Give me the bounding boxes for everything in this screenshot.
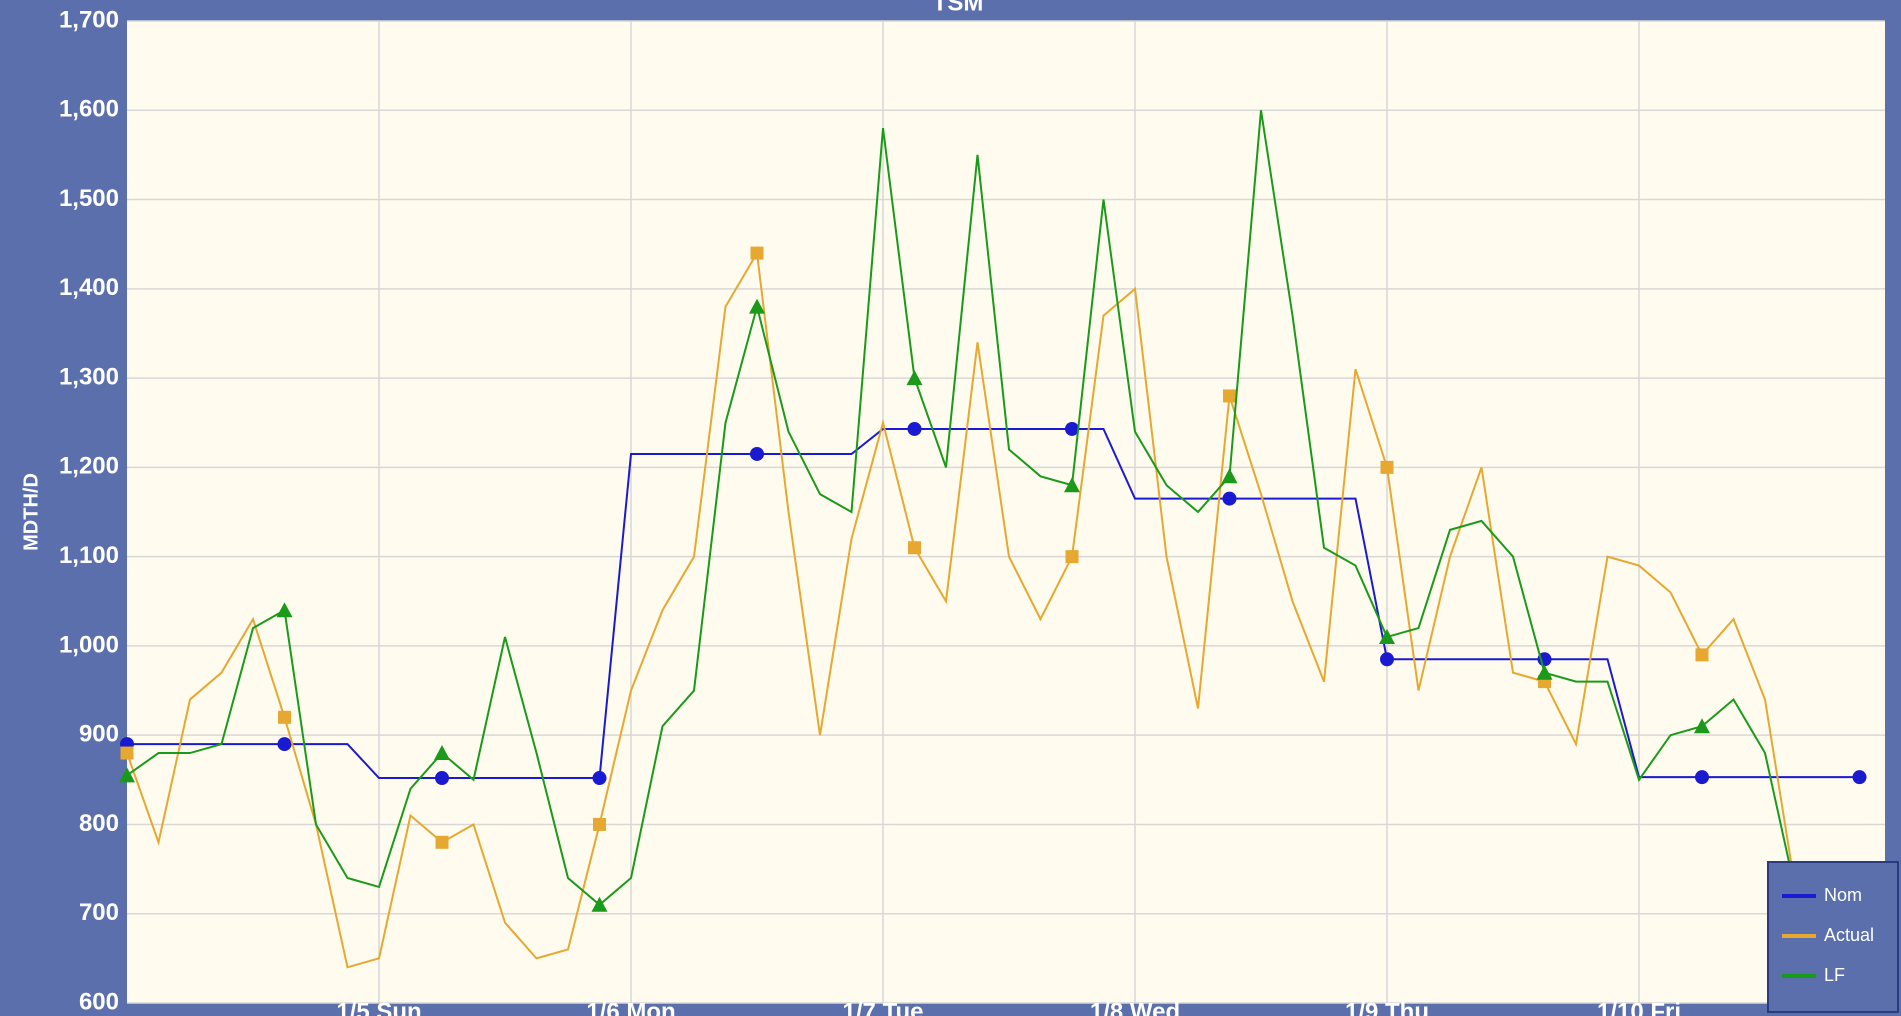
y-tick-label: 1,400: [59, 274, 119, 301]
marker: [1694, 718, 1710, 734]
plot-area: [127, 21, 1885, 1003]
legend-label: Actual: [1824, 925, 1874, 945]
y-tick-label: 1,300: [59, 363, 119, 390]
marker: [749, 298, 765, 314]
marker: [907, 421, 922, 436]
marker: [278, 710, 291, 724]
marker: [1380, 460, 1394, 474]
marker: [435, 835, 449, 849]
marker: [591, 896, 608, 912]
marker: [1695, 770, 1709, 785]
marker: [1695, 648, 1709, 662]
marker: [434, 745, 450, 761]
marker: [277, 737, 292, 752]
series-line: [126, 250, 1798, 969]
marker: [1379, 628, 1395, 644]
marker: [750, 446, 764, 461]
marker: [906, 370, 923, 386]
y-tick-label: 1,100: [59, 542, 119, 569]
marker: [908, 541, 921, 555]
marker: [1852, 770, 1867, 785]
marker: [1221, 468, 1238, 484]
marker: [750, 246, 764, 260]
marker: [1536, 664, 1553, 680]
chart-title: TSM: [933, 0, 984, 16]
marker: [593, 817, 606, 831]
y-tick-label: 900: [79, 721, 119, 748]
y-tick-label: 800: [79, 810, 119, 837]
y-tick-label: 1,700: [59, 6, 119, 33]
y-axis-label: MDTH/D: [20, 473, 42, 551]
y-tick-label: 1,000: [59, 631, 119, 658]
marker: [1064, 477, 1080, 493]
y-tick-label: 1,600: [59, 96, 119, 123]
x-tick-label: 1/10 Fri: [1597, 998, 1681, 1016]
marker: [1065, 421, 1079, 436]
marker: [435, 771, 449, 786]
marker: [120, 746, 134, 760]
y-tick-label: 1,200: [59, 453, 119, 480]
legend-label: Nom: [1824, 885, 1862, 905]
marker: [119, 767, 135, 783]
marker: [1223, 389, 1236, 403]
x-tick-label: 1/5 Sun: [336, 998, 421, 1016]
x-tick-label: 1/7 Tue: [843, 998, 924, 1016]
y-tick-label: 600: [79, 988, 119, 1015]
marker: [1065, 550, 1079, 564]
x-tick-label: 1/9 Thu: [1345, 998, 1429, 1016]
marker: [1380, 652, 1394, 667]
series-line: [127, 427, 1860, 780]
x-tick-label: 1/6 Mon: [586, 998, 675, 1016]
marker: [592, 771, 607, 786]
y-tick-label: 1,500: [59, 185, 119, 212]
x-tick-label: 1/8 Wed: [1090, 998, 1180, 1016]
marker: [276, 602, 293, 618]
y-tick-label: 700: [79, 899, 119, 926]
marker: [1222, 491, 1237, 506]
legend-label: LF: [1824, 965, 1845, 985]
